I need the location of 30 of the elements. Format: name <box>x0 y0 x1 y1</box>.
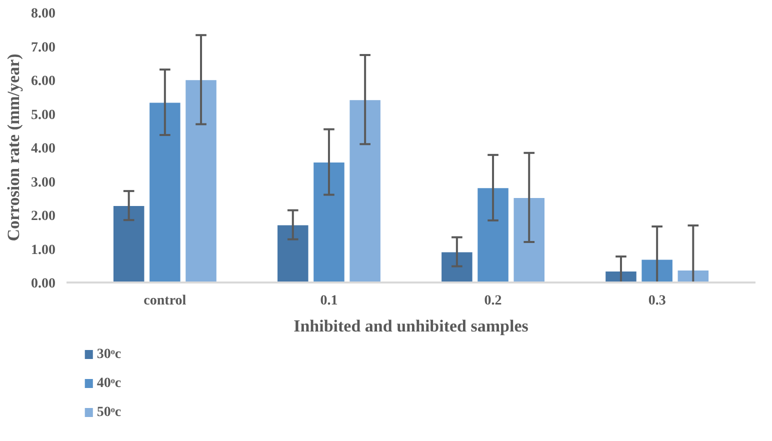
y-tick-label: 3.00 <box>31 175 56 190</box>
legend-label: 50ᵒc <box>96 405 122 420</box>
legend-label: 30ᵒc <box>96 347 122 362</box>
bar <box>604 270 638 282</box>
y-tick-label: 8.00 <box>31 6 56 22</box>
bar <box>476 187 510 282</box>
bar <box>312 162 346 282</box>
y-tick-label: 0.00 <box>31 276 56 292</box>
y-tick-label: 4.00 <box>31 142 56 156</box>
bar <box>184 79 218 282</box>
x-tick-label: 0.1 <box>320 294 338 308</box>
bar <box>512 196 546 282</box>
y-tick-label: 2.00 <box>31 209 56 224</box>
y-tick-label: 1.00 <box>31 242 56 258</box>
bar <box>640 258 674 282</box>
y-tick-label: 6.00 <box>31 74 56 89</box>
x-tick-label: control <box>144 294 186 308</box>
x-tick-label: 0.3 <box>648 294 666 308</box>
bar <box>148 102 182 282</box>
bar <box>348 99 382 282</box>
y-axis-title: Corrosion rate (mm/year) <box>4 54 23 242</box>
x-tick-label: 0.2 <box>484 294 502 308</box>
x-axis-title: Inhibited and unhibited samples <box>294 316 529 336</box>
y-tick-label: 7.00 <box>31 40 56 56</box>
legend-label: 40ᵒc <box>96 376 122 391</box>
bar <box>112 205 146 282</box>
bar <box>676 270 710 282</box>
bar <box>440 251 474 282</box>
y-tick-label: 5.00 <box>31 108 56 123</box>
bar <box>276 224 310 282</box>
